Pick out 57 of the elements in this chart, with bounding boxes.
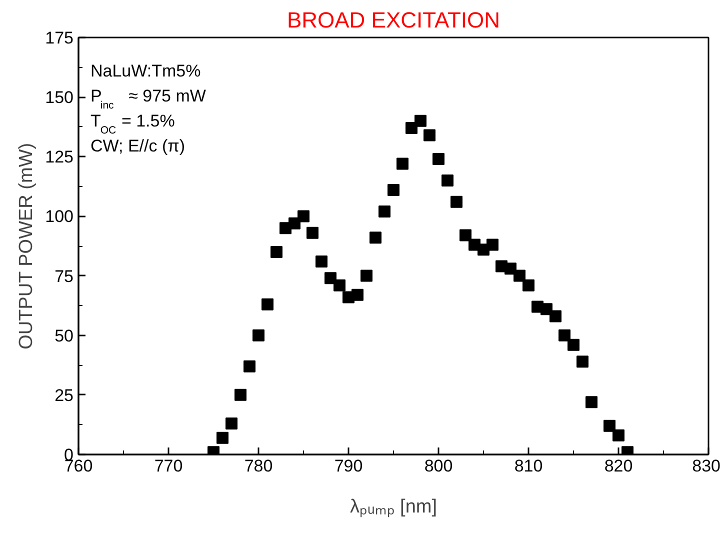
point [424,129,436,142]
point [406,122,418,134]
x-axis-title: λₚᵤₘₚ [nm] [350,496,438,518]
x-tick-label: 830 [692,456,720,476]
x-tick-label: 790 [334,456,363,476]
point [414,114,426,127]
point [262,298,274,310]
point [540,303,552,316]
point [442,174,454,186]
y-tick-label: 150 [45,88,74,108]
x-tick-label: 800 [424,456,453,476]
point [522,279,534,292]
point [486,238,498,251]
y-axis-title: OUTPUT POWER (mW) [16,142,38,350]
point [378,205,390,218]
point [360,270,372,282]
x-tick-label: 770 [154,456,183,476]
point [514,270,526,282]
x-tick-label: 810 [514,456,543,476]
x-tick-label: 820 [604,456,633,476]
x-tick-label: 780 [244,456,273,476]
annotation: CW; E//c (π) [90,136,186,156]
point [558,329,570,342]
annotation: NaLuW:Tm5% [90,62,201,80]
point [612,429,624,442]
point [288,217,300,230]
point [450,196,462,208]
chart-title: BROAD EXCITATION [286,8,500,32]
point [244,360,256,372]
point [298,210,310,222]
y-tick-label: 75 [54,266,74,286]
point [604,420,616,432]
point [216,432,228,444]
point [334,279,346,292]
point [432,153,444,166]
point [460,229,472,242]
point [316,255,328,268]
point [370,232,382,244]
y-tick-label: 175 [45,28,74,48]
point [388,184,400,196]
point [270,246,282,258]
point [396,158,408,170]
point [324,272,336,284]
point [576,356,588,368]
point [234,388,246,401]
point [568,338,580,351]
y-tick-label: 50 [54,326,74,346]
point [550,310,562,322]
point [252,329,264,342]
y-tick-label: 25 [54,386,74,405]
y-tick-label: 125 [45,148,74,167]
point [352,288,364,301]
y-tick-label: 100 [45,207,74,226]
point [504,262,516,275]
point [306,226,318,239]
point [586,396,598,408]
point [226,418,238,430]
